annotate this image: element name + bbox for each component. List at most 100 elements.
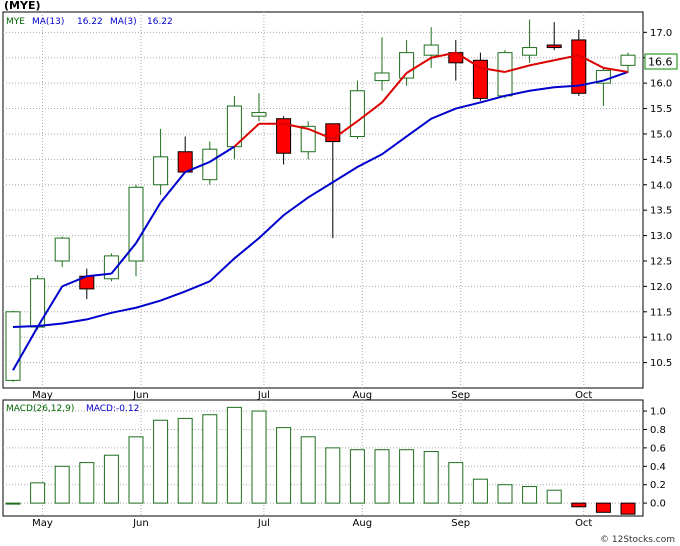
ma-short-segment: [307, 127, 334, 140]
macd-bar: [153, 419, 169, 504]
macd-panel: 0.0 0.2 0.4 0.6 0.8 1.0 May Jun Jul Aug Sep Oct MA…: [2, 399, 666, 529]
candle-body-up: [349, 90, 365, 137]
candle-body-up: [153, 156, 169, 186]
price-y-tick-label: 15.0: [650, 129, 672, 140]
price-y-tick-label: 13.0: [650, 231, 672, 242]
price-y-tick-label: 12.0: [650, 282, 672, 293]
price-x-label: Aug: [353, 390, 373, 401]
ma-short-segment: [356, 101, 383, 123]
price-x-label: Jun: [132, 390, 149, 401]
ma-short-segment: [553, 54, 580, 62]
ma-short-segment: [12, 326, 39, 371]
macd-bar: [30, 482, 46, 504]
macd-bar: [472, 478, 488, 504]
macd-bar: [349, 449, 365, 504]
legend-ma-short-label: MA(3): [110, 17, 137, 27]
candle-body-up: [522, 47, 538, 56]
ma-short-segment: [430, 51, 457, 59]
legend-ma-long-value: 16.22: [77, 17, 103, 27]
macd-bar: [54, 465, 70, 504]
macd-y-tick-label: 0.6: [650, 443, 666, 454]
macd-bar: [276, 427, 292, 504]
ma-short-segment: [455, 51, 481, 69]
macd-bar-negative: [620, 502, 636, 515]
macd-bar: [202, 414, 218, 504]
macd-x-label: Jul: [257, 518, 270, 529]
price-y-tick-label: 11.0: [650, 333, 672, 344]
candle-body-down: [571, 39, 587, 94]
candle-body-down: [546, 44, 562, 49]
ma-short-segment: [504, 64, 530, 73]
legend-symbol: MYE: [6, 17, 25, 27]
macd-bar: [79, 462, 95, 504]
macd-bars: [5, 406, 636, 515]
macd-bar: [128, 436, 144, 504]
candle-body-up: [300, 125, 316, 153]
price-y-tick-label: 14.0: [650, 180, 672, 191]
ma-short-segment: [36, 285, 64, 328]
price-x-label: Oct: [575, 390, 592, 401]
macd-x-label: Sep: [451, 518, 470, 529]
macd-y-tick-label: 0.4: [650, 462, 666, 473]
legend-ma-short-value: 16.22: [147, 17, 173, 27]
macd-bar: [103, 454, 119, 504]
price-y-tick-label: 13.5: [650, 206, 672, 217]
price-x-label: May: [32, 390, 53, 401]
candle-body-up: [423, 44, 439, 56]
candle-body-up: [251, 112, 267, 117]
legend-ma-long-label: MA(13): [32, 17, 64, 27]
macd-x-label: Jun: [132, 518, 149, 529]
macd-bar: [177, 417, 193, 504]
ma-short-segment: [233, 123, 260, 148]
macd-bar: [448, 462, 464, 504]
candle-body-up: [54, 237, 70, 262]
ma-short-segment: [381, 72, 408, 104]
candle-body-up: [497, 52, 513, 97]
macd-bar: [325, 447, 341, 504]
price-y-tick-label: 10.5: [650, 358, 672, 369]
ma-long-line: [12, 71, 629, 329]
macd-x-axis: May Jun Jul Aug Sep Oct: [32, 518, 592, 529]
candle-body-up: [226, 105, 242, 148]
price-y-tick-label: 11.5: [650, 307, 672, 318]
ma-short-segment: [209, 145, 235, 163]
moving-averages: [12, 51, 629, 371]
ma-short-segment: [135, 202, 162, 244]
macd-x-label: Oct: [575, 518, 592, 529]
macd-bar: [546, 489, 562, 504]
ma-short-segment: [480, 66, 506, 73]
macd-bar: [374, 449, 390, 504]
ma-short-segment: [529, 59, 555, 67]
price-y-tick-label: 12.5: [650, 256, 672, 267]
price-y-tick-label: 14.5: [650, 155, 672, 166]
price-y-tick-label: 17.0: [650, 28, 672, 39]
price-x-label: Sep: [451, 390, 470, 401]
macd-legend-value: MACD:-0.12: [86, 404, 139, 414]
macd-y-axis: 0.0 0.2 0.4 0.6 0.8 1.0: [643, 407, 666, 510]
price-panel: 10.5 11.0 11.5 12.0 12.5 13.0 13.5 14.0 14.5 15.0…: [2, 11, 678, 401]
candle-body-down: [472, 59, 488, 99]
price-panel-frame: [2, 11, 644, 389]
ma-short-segment: [578, 54, 604, 69]
macd-x-label: May: [32, 518, 53, 529]
candlesticks: [5, 19, 636, 382]
macd-bar: [522, 486, 538, 504]
ma-short-segment: [110, 242, 137, 275]
macd-y-tick-label: 1.0: [650, 407, 666, 418]
macd-y-tick-label: 0.2: [650, 480, 666, 491]
price-legend: MYE MA(13) 16.22 MA(3) 16.22: [6, 17, 173, 27]
ma-short-segment: [184, 160, 211, 173]
ma-short-segment: [61, 275, 88, 288]
macd-x-label: Aug: [353, 518, 373, 529]
candle-body-up: [128, 186, 144, 262]
macd-legend-label: MACD(26,12,9): [6, 404, 74, 414]
macd-bar: [300, 436, 316, 504]
price-x-axis: May Jun Jul Aug Sep Oct: [32, 390, 592, 401]
macd-bar: [251, 410, 267, 504]
price-y-tick-label: 16.0: [650, 79, 672, 90]
macd-y-tick-label: 0.0: [650, 499, 666, 510]
macd-y-tick-label: 0.8: [650, 425, 666, 436]
price-y-tick-label: 15.5: [650, 104, 672, 115]
watermark: © 12Stocks.com: [600, 535, 675, 545]
